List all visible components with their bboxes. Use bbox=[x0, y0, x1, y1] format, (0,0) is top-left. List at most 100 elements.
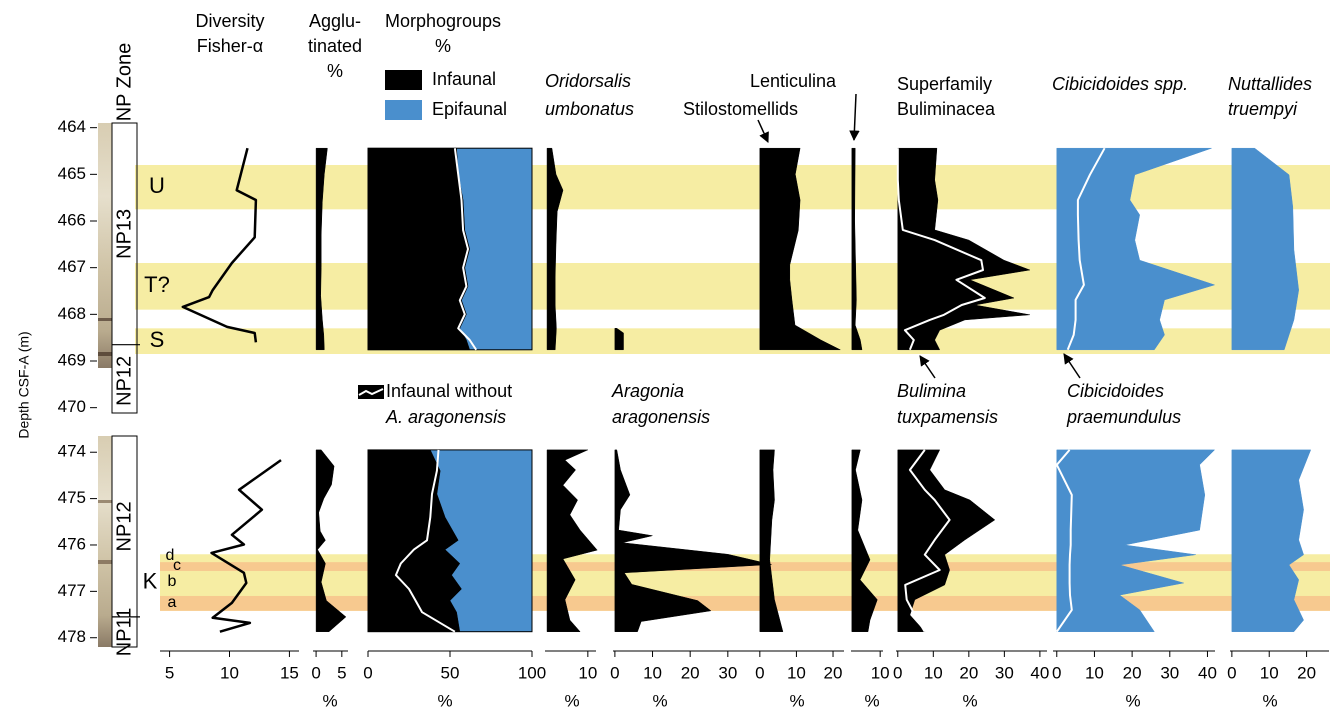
event-label: K bbox=[143, 568, 158, 593]
y-tick-label: 474 bbox=[58, 442, 86, 461]
x-tick-label: 20 bbox=[1123, 663, 1142, 682]
x-axis-label: % bbox=[962, 691, 977, 710]
panel-title: Buliminacea bbox=[897, 99, 996, 119]
x-tick-label: 10 bbox=[924, 663, 943, 682]
x-tick-label: 10 bbox=[1260, 663, 1279, 682]
x-tick-label: 0 bbox=[610, 663, 619, 682]
x-tick-label: 30 bbox=[718, 663, 737, 682]
line bbox=[1066, 147, 1106, 351]
area bbox=[1056, 147, 1216, 351]
legend-swatch bbox=[385, 70, 422, 90]
area bbox=[367, 147, 471, 351]
y-tick-label: 468 bbox=[58, 304, 86, 323]
line bbox=[453, 148, 478, 351]
panel-title: Diversity bbox=[195, 11, 264, 31]
legend-swatch bbox=[358, 385, 384, 399]
line bbox=[896, 148, 986, 351]
x-axis-label: % bbox=[864, 691, 879, 710]
panel-title: Oridorsalis bbox=[545, 71, 631, 91]
area bbox=[315, 147, 328, 351]
y-tick-label: 470 bbox=[58, 397, 86, 416]
sub-event-label: a bbox=[168, 594, 177, 611]
core-photo bbox=[98, 436, 112, 647]
y-tick-label: 477 bbox=[58, 581, 86, 600]
y-tick-label: 476 bbox=[58, 534, 86, 553]
core-photos bbox=[98, 122, 138, 648]
zone-label: NP11 bbox=[113, 608, 135, 657]
area bbox=[1056, 449, 1216, 632]
x-tick-label: 100 bbox=[518, 663, 546, 682]
x-tick-label: 40 bbox=[1198, 663, 1217, 682]
zone-label: NP12 bbox=[113, 356, 135, 406]
core-stripe bbox=[98, 560, 112, 564]
panel-title: Aragonia bbox=[611, 381, 684, 401]
x-tick-label: 20 bbox=[824, 663, 843, 682]
legend-swatch-line bbox=[358, 388, 384, 396]
y-tick-label: 478 bbox=[58, 627, 86, 646]
panel-title: Lenticulina bbox=[750, 71, 837, 91]
x-axis-label: % bbox=[652, 691, 667, 710]
x-tick-label: 0 bbox=[1227, 663, 1236, 682]
area bbox=[759, 449, 784, 632]
x-axis-label: % bbox=[564, 691, 579, 710]
line bbox=[210, 459, 282, 633]
panel-title: umbonatus bbox=[545, 99, 634, 119]
event-label: T? bbox=[144, 272, 170, 297]
legend-label: Cibicidoides bbox=[1067, 381, 1164, 401]
x-tick-label: 40 bbox=[1030, 663, 1049, 682]
area bbox=[614, 449, 772, 632]
event-label: S bbox=[150, 327, 165, 352]
x-tick-label: 10 bbox=[220, 663, 239, 682]
panel-title: % bbox=[327, 61, 343, 81]
area bbox=[759, 147, 841, 351]
legend-label: A. aragonensis bbox=[385, 407, 506, 427]
legend-label: Epifaunal bbox=[432, 99, 507, 119]
x-tick-label: 0 bbox=[311, 663, 320, 682]
x-tick-label: 10 bbox=[787, 663, 806, 682]
y-tick-label: 466 bbox=[58, 210, 86, 229]
panel-title: Stilostomellids bbox=[683, 99, 798, 119]
line bbox=[181, 147, 258, 343]
panel-title: Cibicidoides spp. bbox=[1052, 74, 1188, 94]
area bbox=[897, 449, 996, 632]
arrow bbox=[1063, 353, 1081, 379]
arrow bbox=[919, 355, 936, 379]
arrow bbox=[757, 119, 769, 143]
panel-title: Fisher-α bbox=[197, 36, 263, 56]
x-axis-label: % bbox=[437, 691, 452, 710]
zone-label: NP13 bbox=[113, 209, 135, 259]
x-tick-label: 0 bbox=[1052, 663, 1061, 682]
x-tick-label: 15 bbox=[280, 663, 299, 682]
x-axis-label: % bbox=[1262, 691, 1277, 710]
y-tick-label: 464 bbox=[58, 117, 86, 136]
panel-title: % bbox=[435, 36, 451, 56]
core-stripe bbox=[98, 318, 112, 321]
x-tick-label: 30 bbox=[995, 663, 1014, 682]
line bbox=[394, 449, 456, 633]
panel-title: Morphogroups bbox=[385, 11, 501, 31]
line bbox=[904, 449, 951, 633]
event-band bbox=[135, 165, 1330, 210]
x-tick-label: 10 bbox=[643, 663, 662, 682]
area bbox=[546, 449, 598, 632]
arrow bbox=[849, 93, 860, 142]
line bbox=[1055, 449, 1073, 633]
zone-label: NP12 bbox=[113, 501, 135, 551]
x-tick-label: 0 bbox=[363, 663, 372, 682]
x-tick-label: 10 bbox=[871, 663, 890, 682]
panel-title: Superfamily bbox=[897, 74, 992, 94]
x-tick-label: 0 bbox=[755, 663, 764, 682]
y-tick-label: 469 bbox=[58, 350, 86, 369]
area bbox=[315, 449, 347, 632]
zone-column bbox=[111, 435, 138, 648]
x-tick-label: 20 bbox=[681, 663, 700, 682]
area bbox=[1231, 147, 1299, 351]
area bbox=[367, 449, 462, 632]
y-tick-label: 475 bbox=[58, 488, 86, 507]
sub-event-label: d bbox=[166, 547, 175, 564]
arrows bbox=[757, 93, 1081, 379]
panel-title: truempyi bbox=[1228, 99, 1298, 119]
legend-label: Infaunal bbox=[432, 69, 496, 89]
area bbox=[851, 449, 878, 632]
